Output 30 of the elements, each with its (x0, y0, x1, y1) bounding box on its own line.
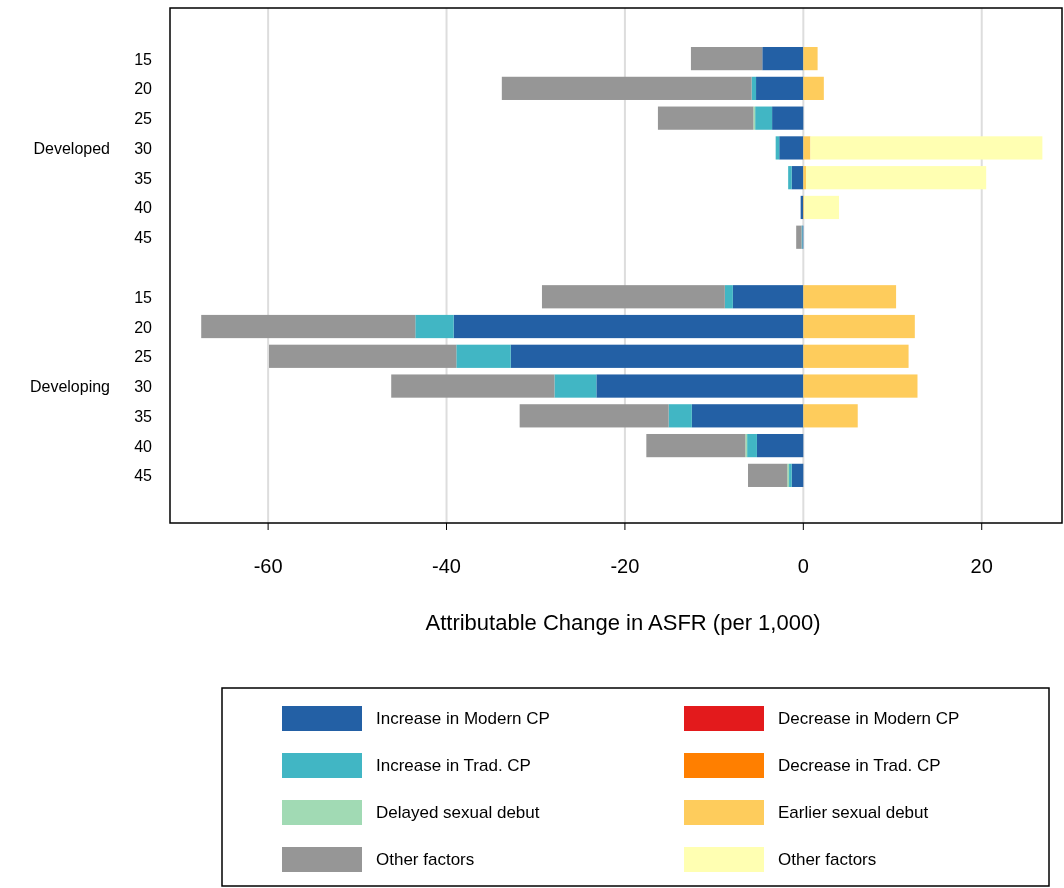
y-tick-label: 30 (134, 378, 153, 396)
legend-label: Decrease in Modern CP (778, 709, 960, 728)
legend-label: Earlier sexual debut (778, 803, 929, 822)
y-tick-label: 25 (134, 348, 153, 366)
legend-label: Other factors (376, 850, 475, 869)
legend-label: Other factors (778, 850, 877, 869)
x-tick-label: 20 (970, 555, 993, 577)
legend-label: Delayed sexual debut (376, 803, 540, 822)
y-tick-label: 30 (134, 139, 153, 157)
y-tick-label: 40 (134, 199, 153, 217)
legend-label: Increase in Trad. CP (376, 756, 531, 775)
text: Developed (33, 139, 110, 157)
y-tick-label: 15 (134, 50, 153, 68)
y-tick-label: 35 (134, 407, 153, 425)
y-tick-label: 35 (134, 169, 153, 187)
x-tick-label: -20 (610, 555, 640, 577)
y-tick-label: 25 (134, 110, 153, 128)
text: Developing (29, 378, 110, 396)
y-tick-label: 20 (134, 80, 153, 98)
y-tick-label: 20 (134, 318, 153, 336)
x-tick-label: -60 (253, 555, 283, 577)
x-tick-label: 0 (797, 555, 809, 577)
y-tick-label: 15 (134, 288, 153, 306)
y-tick-label: 40 (134, 437, 153, 455)
legend-label: Decrease in Trad. CP (778, 756, 941, 775)
x-axis-title: Attributable Change in ASFR (per 1,000) (425, 610, 821, 635)
x-tick-label: -40 (432, 555, 461, 577)
legend-label: Increase in Modern CP (376, 709, 550, 728)
y-tick-label: 45 (134, 229, 153, 247)
y-tick-label: 45 (134, 467, 153, 485)
